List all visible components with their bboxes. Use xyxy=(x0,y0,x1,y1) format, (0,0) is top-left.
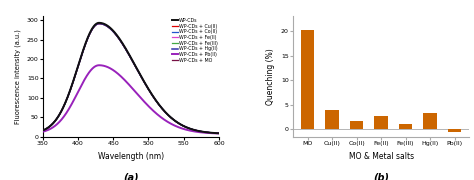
WP-CDs + Cu(II) xyxy=(51,122,56,124)
WP-CDs + Cu(II) xyxy=(216,132,222,134)
WP-CDs + Pb(II) xyxy=(40,131,46,133)
WP-CDs + Cu(II) xyxy=(192,129,198,131)
WP-CDs + MO xyxy=(96,22,102,25)
WP-CDs xyxy=(147,90,153,92)
WP-CDs + Cu(II) xyxy=(142,83,148,85)
WP-CDs + Fe(II) xyxy=(40,129,46,132)
WP-CDs xyxy=(96,22,102,24)
Line: WP-CDs + Fe(II): WP-CDs + Fe(II) xyxy=(43,24,219,133)
WP-CDs + MO xyxy=(142,83,148,85)
Bar xyxy=(374,116,388,129)
WP-CDs + Co(II) xyxy=(174,121,180,123)
Line: WP-CDs + Pb(II): WP-CDs + Pb(II) xyxy=(43,65,219,134)
WP-CDs xyxy=(142,82,148,85)
WP-CDs + Cu(II) xyxy=(147,91,153,93)
WP-CDs + Hg(II) xyxy=(147,91,153,93)
Bar xyxy=(423,113,437,129)
Line: WP-CDs + Cu(II): WP-CDs + Cu(II) xyxy=(43,24,219,133)
Line: WP-CDs + Fe(III): WP-CDs + Fe(III) xyxy=(43,24,219,133)
WP-CDs + Cu(II) xyxy=(152,98,158,101)
Y-axis label: Fluorescence intensity (a.u.): Fluorescence intensity (a.u.) xyxy=(15,29,21,124)
WP-CDs + Fe(III) xyxy=(40,129,46,132)
Line: WP-CDs: WP-CDs xyxy=(43,23,219,133)
WP-CDs + Hg(II) xyxy=(51,122,56,124)
WP-CDs xyxy=(152,98,158,100)
Line: WP-CDs + MO: WP-CDs + MO xyxy=(43,24,219,133)
WP-CDs + Fe(III) xyxy=(216,132,222,134)
WP-CDs + Pb(II) xyxy=(96,64,102,66)
WP-CDs + Hg(II) xyxy=(152,98,158,101)
WP-CDs + Fe(II) xyxy=(96,22,102,25)
WP-CDs + Co(II) xyxy=(40,129,46,132)
WP-CDs + Pb(II) xyxy=(51,126,56,128)
WP-CDs + Co(II) xyxy=(192,129,198,131)
Legend: WP-CDs, WP-CDs + Cu(II), WP-CDs + Co(II), WP-CDs + Fe(II), WP-CDs + Fe(III), WP-: WP-CDs, WP-CDs + Cu(II), WP-CDs + Co(II)… xyxy=(172,17,219,63)
WP-CDs + Fe(II) xyxy=(216,132,222,134)
WP-CDs + Fe(III) xyxy=(51,122,56,124)
WP-CDs + Fe(II) xyxy=(51,122,56,124)
Bar xyxy=(350,121,364,129)
WP-CDs + Pb(II) xyxy=(147,106,153,109)
Text: (b): (b) xyxy=(373,173,389,180)
WP-CDs + Hg(II) xyxy=(174,121,180,123)
WP-CDs + Fe(II) xyxy=(192,129,198,131)
WP-CDs + Pb(II) xyxy=(142,102,148,104)
WP-CDs + Co(II) xyxy=(51,122,56,124)
Bar xyxy=(448,129,461,132)
WP-CDs + MO xyxy=(40,129,46,132)
WP-CDs + MO xyxy=(51,122,56,124)
X-axis label: MO & Metal salts: MO & Metal salts xyxy=(348,152,414,161)
WP-CDs + Co(II) xyxy=(152,98,158,101)
WP-CDs + MO xyxy=(192,129,198,131)
WP-CDs + MO xyxy=(152,98,158,101)
WP-CDs + Pb(II) xyxy=(174,125,180,127)
WP-CDs + Pb(II) xyxy=(192,130,198,132)
WP-CDs + Co(II) xyxy=(96,22,102,24)
Bar xyxy=(399,123,412,129)
WP-CDs + Fe(II) xyxy=(152,98,158,101)
WP-CDs + Fe(III) xyxy=(147,91,153,93)
WP-CDs + Fe(II) xyxy=(174,121,180,123)
Y-axis label: Quenching (%): Quenching (%) xyxy=(266,48,275,105)
WP-CDs + Fe(III) xyxy=(192,129,198,131)
WP-CDs + Cu(II) xyxy=(174,121,180,123)
Bar xyxy=(326,110,339,129)
WP-CDs + Hg(II) xyxy=(192,129,198,131)
WP-CDs xyxy=(192,129,198,131)
WP-CDs + Fe(III) xyxy=(96,22,102,25)
WP-CDs + MO xyxy=(174,121,180,123)
WP-CDs + Co(II) xyxy=(147,90,153,93)
Line: WP-CDs + Co(II): WP-CDs + Co(II) xyxy=(43,23,219,133)
WP-CDs xyxy=(216,132,222,134)
WP-CDs xyxy=(174,121,180,123)
WP-CDs + Cu(II) xyxy=(96,22,102,25)
WP-CDs + Cu(II) xyxy=(40,129,46,132)
WP-CDs + MO xyxy=(147,91,153,93)
WP-CDs + Hg(II) xyxy=(216,132,222,134)
WP-CDs + Pb(II) xyxy=(152,111,158,114)
WP-CDs + Fe(III) xyxy=(174,121,180,123)
WP-CDs + Hg(II) xyxy=(142,83,148,85)
Text: (a): (a) xyxy=(123,173,138,180)
WP-CDs + Co(II) xyxy=(216,132,222,134)
X-axis label: Wavelength (nm): Wavelength (nm) xyxy=(98,152,164,161)
WP-CDs + Co(II) xyxy=(142,83,148,85)
WP-CDs + MO xyxy=(216,132,222,134)
WP-CDs + Fe(II) xyxy=(142,83,148,85)
WP-CDs + Pb(II) xyxy=(216,132,222,135)
Line: WP-CDs + Hg(II): WP-CDs + Hg(II) xyxy=(43,24,219,133)
WP-CDs + Hg(II) xyxy=(40,129,46,132)
WP-CDs + Fe(III) xyxy=(142,83,148,85)
Bar xyxy=(301,30,314,129)
WP-CDs + Hg(II) xyxy=(96,22,102,25)
WP-CDs + Fe(II) xyxy=(147,91,153,93)
WP-CDs + Fe(III) xyxy=(152,98,158,101)
WP-CDs xyxy=(51,122,56,124)
WP-CDs xyxy=(40,129,46,132)
